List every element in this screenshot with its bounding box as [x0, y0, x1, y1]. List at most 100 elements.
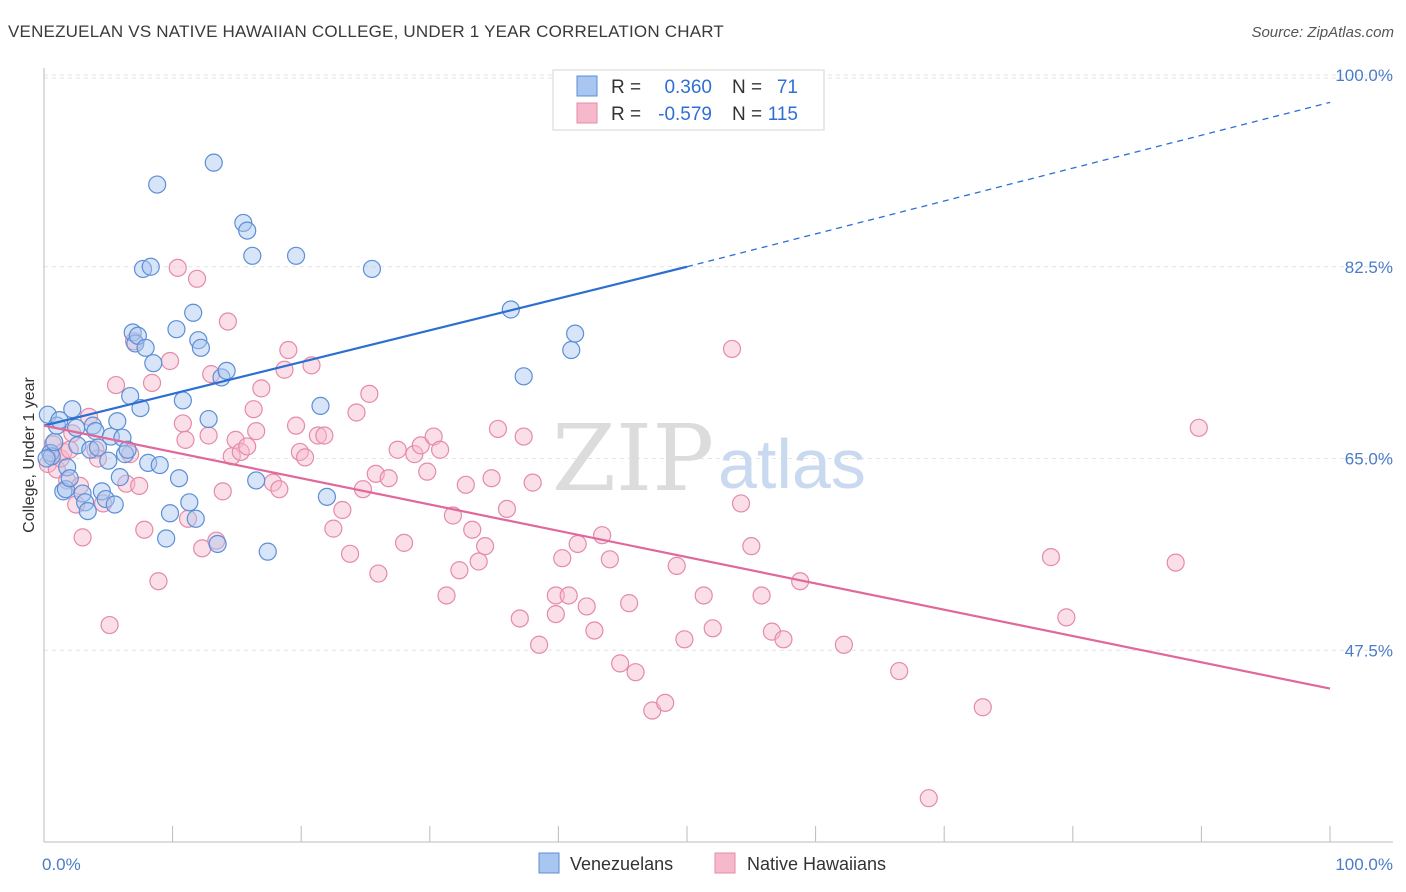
y-tick-label: 82.5% [1345, 258, 1393, 277]
native-hawaiians-point [106, 375, 126, 395]
native-hawaiians-point [176, 430, 195, 449]
venezuelans-point [139, 453, 158, 472]
bottom-legend-native-hawaiians: Native Hawaiians [747, 854, 886, 874]
native-hawaiians-point [308, 426, 328, 445]
legend-n-label-1: N = [732, 77, 762, 98]
venezuelans-point [108, 412, 127, 431]
venezuelans-point [208, 534, 227, 554]
native-hawaiians-point [703, 619, 722, 638]
venezuelans-point [157, 529, 176, 548]
legend-swatch-native-hawaiians [576, 102, 598, 124]
native-hawaiians-point [1189, 418, 1208, 437]
native-hawaiians-point [315, 426, 334, 445]
native-hawaiians-point [295, 448, 315, 467]
native-hawaiians-point [130, 476, 149, 495]
native-hawaiians-point [252, 379, 271, 398]
venezuelans-point [566, 324, 585, 343]
native-hawaiians-point [510, 609, 529, 628]
venezuelans-point [136, 338, 155, 357]
native-hawaiians-point [73, 528, 92, 547]
axes [43, 68, 1393, 843]
native-hawaiians-point [585, 621, 604, 640]
native-hawaiians-point [694, 586, 713, 605]
native-hawaiians-point [411, 436, 430, 455]
native-hawaiians-point [475, 537, 495, 556]
venezuelans-point [58, 458, 77, 477]
native-hawaiians-point [482, 469, 501, 488]
venezuelans-point [99, 451, 118, 470]
native-hawaiians-point [600, 550, 619, 569]
watermark-atlas: atlas [718, 425, 866, 503]
native-hawaiians-point [379, 469, 398, 488]
venezuelans-trend-line [43, 265, 688, 427]
native-hawaiians-point [559, 586, 578, 605]
watermark: ZIP atlas [552, 405, 866, 512]
native-hawaiians-point [1166, 553, 1185, 572]
bottom-legend-swatch-native-hawaiians [714, 852, 736, 874]
native-hawaiians-point [919, 789, 938, 808]
native-hawaiians-point [577, 597, 596, 616]
native-hawaiians-point [340, 544, 360, 563]
native-hawaiians-point [247, 422, 266, 441]
legend-n-value-2: 115 [768, 104, 798, 125]
native-hawaiians-point [238, 437, 257, 456]
legend-n-value-1: 71 [777, 77, 798, 98]
native-hawaiians-point [388, 440, 407, 459]
venezuelans-point [45, 432, 64, 452]
native-hawaiians-point [667, 556, 686, 575]
native-hawaiians-point [752, 586, 771, 605]
venezuelans-point [514, 367, 533, 386]
native-hawaiians-point [1041, 548, 1061, 567]
bottom-legend-venezuelans: Venezuelans [570, 854, 673, 874]
venezuelans-point [118, 440, 137, 459]
venezuelans-point [160, 504, 180, 523]
venezuelans-points [37, 153, 585, 561]
native-hawaiians-point [497, 499, 517, 519]
venezuelans-point [148, 175, 167, 194]
legend-swatch-venezuelans [576, 75, 598, 97]
native-hawaiians-point [656, 693, 675, 712]
correlation-legend: R = 0.360 N = 71 R = -0.579 N = 115 [552, 69, 825, 131]
native-hawaiians-point [160, 351, 180, 371]
y-tick-label: 100.0% [1335, 66, 1393, 85]
chart-title: VENEZUELAN VS NATIVE HAWAIIAN COLLEGE, U… [8, 22, 724, 41]
venezuelans-point [238, 221, 257, 240]
venezuelans-point [63, 400, 82, 419]
native-hawaiians-point [553, 549, 572, 568]
native-hawaiians-point [218, 312, 237, 331]
venezuelans-point [88, 438, 108, 457]
legend-r-label-2: R = [611, 104, 641, 125]
native-hawaiians-point [199, 426, 218, 445]
native-hawaiians-point [213, 482, 232, 501]
x-tick-label-min: 0.0% [42, 855, 81, 874]
venezuelans-point [169, 469, 189, 488]
venezuelans-point [60, 469, 79, 488]
source-label: Source: ZipAtlas.com [1251, 24, 1394, 41]
venezuelans-point [362, 259, 382, 279]
legend-r-value-2: -0.579 [658, 104, 712, 125]
native-hawaiians-point [530, 635, 549, 654]
venezuelans-point [144, 354, 163, 373]
native-hawaiians-point [173, 414, 192, 433]
native-hawaiians-point [834, 635, 853, 654]
venezuelans-point [191, 338, 210, 357]
venezuelans-point [311, 396, 330, 416]
y-axis-label: College, Under 1 year [21, 377, 38, 533]
native-hawaiians-point [202, 365, 221, 384]
venezuelans-point [110, 468, 129, 487]
venezuelans-point [180, 493, 199, 512]
y-tick-label: 65.0% [1345, 450, 1393, 469]
venezuelans-point [150, 455, 169, 475]
native-hawaiians-point [226, 430, 245, 449]
native-hawaiians-points [38, 258, 1208, 808]
native-hawaiians-point [360, 384, 379, 403]
venezuelans-point [173, 391, 192, 410]
native-hawaiians-point [568, 534, 587, 554]
venezuelans-point [186, 509, 205, 528]
native-hawaiians-point [611, 654, 630, 673]
venezuelans-point [56, 480, 75, 499]
series-legend: Venezuelans Native Hawaiians [538, 852, 886, 874]
venezuelans-point [141, 257, 160, 276]
venezuelans-point [105, 495, 124, 514]
